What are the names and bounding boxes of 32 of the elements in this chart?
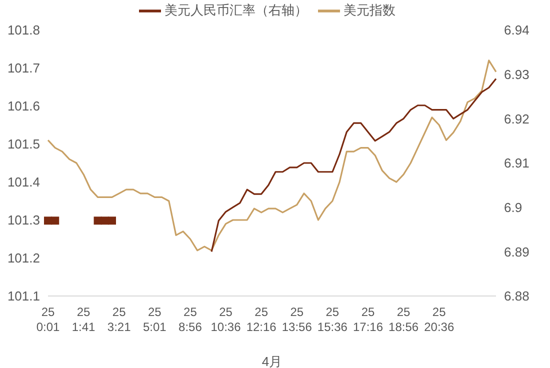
legend-label: 美元人民币汇率（右轴）: [164, 2, 308, 18]
y-tick-label: 101.7: [7, 60, 40, 76]
y2-tick-label: 6.92: [504, 111, 530, 126]
y-tick-label: 101.1: [7, 288, 40, 304]
line-series: [210, 78, 497, 252]
x-tick-label: 25 10:36: [210, 305, 242, 334]
x-tick-label: 25 3:21: [107, 305, 132, 334]
x-tick-label: 25 12:16: [246, 305, 277, 334]
y2-tick-label: 6.94: [504, 22, 530, 38]
x-tick-label: 25 5:01: [142, 305, 167, 334]
x-tick-label: 25 13:56: [282, 305, 312, 334]
y2-tick-label: 6.91: [504, 156, 530, 171]
line-series: [47, 60, 497, 252]
y-tick-label: 101.3: [7, 212, 40, 228]
x-tick-label: 25 20:36: [424, 305, 454, 334]
y2-tick-label: 6.89: [504, 244, 530, 260]
x-tick-label: 25 0:01: [36, 305, 60, 334]
x-tick-label: 25 8:56: [178, 305, 202, 334]
y2-tick-label: 6.93: [504, 66, 530, 82]
x-tick-label: 25 15:36: [317, 305, 348, 334]
legend-label: 美元指数: [344, 2, 396, 18]
y-tick-label: 101.5: [7, 136, 40, 152]
y2-tick-label: 6.9: [504, 200, 522, 215]
x-tick-label: 25 17:16: [352, 305, 384, 334]
y-tick-label: 101.6: [7, 98, 40, 114]
x-tick-label: 25 1:41: [72, 305, 96, 334]
x-axis-title: 4月: [262, 354, 282, 368]
y2-tick-label: 6.88: [504, 288, 530, 304]
y-tick-label: 101.8: [7, 22, 40, 38]
y-tick-label: 101.4: [7, 174, 40, 190]
x-tick-label: 25 18:56: [388, 305, 419, 334]
y-tick-label: 101.2: [7, 250, 40, 266]
